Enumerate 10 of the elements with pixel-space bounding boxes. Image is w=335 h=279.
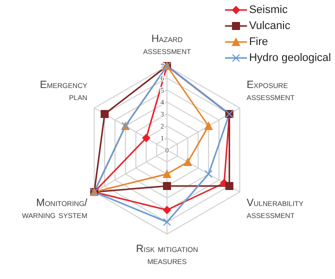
spoke-label: Hazard assessment [143, 33, 192, 57]
spoke-label: Risk mitigation measures [136, 243, 198, 267]
legend-label: Vulcanic [249, 19, 290, 34]
legend-label: Seismic [249, 3, 288, 18]
legend-label: Hydro geological [249, 51, 331, 66]
legend-label: Fire [249, 35, 268, 50]
spoke-label: Monitoring/warning system [22, 197, 88, 221]
spoke-label: Exposure assessment [246, 79, 296, 103]
spoke-label: Emergency plan [40, 79, 88, 103]
spoke-label: Vulnerability assessment [246, 197, 304, 221]
